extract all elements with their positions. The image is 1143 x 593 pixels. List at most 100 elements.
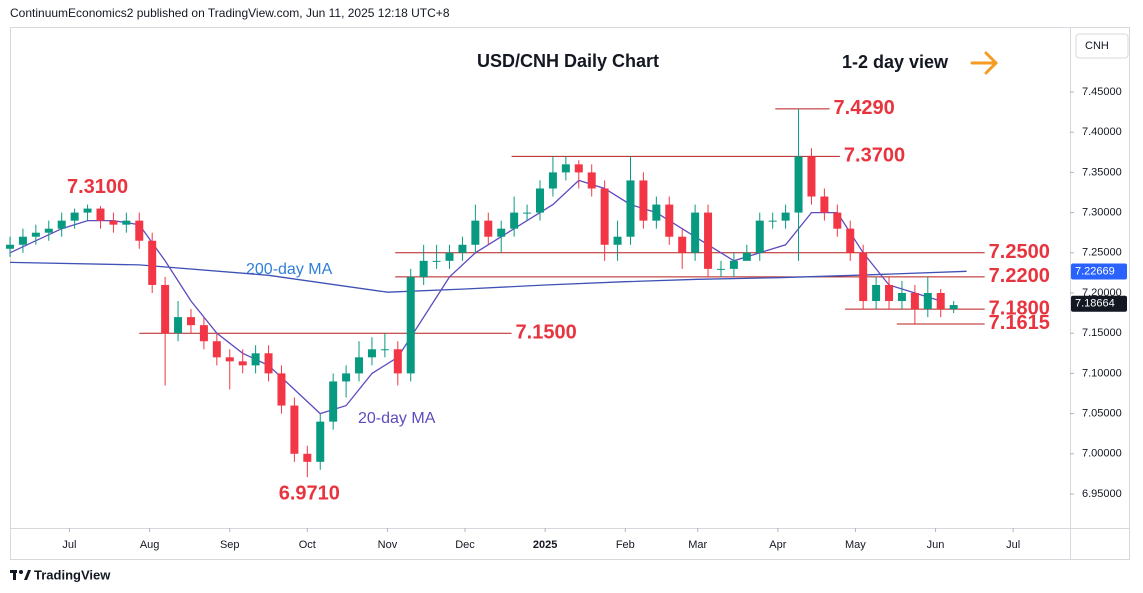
y-tick-label: 7.40000 (1082, 126, 1122, 138)
candle-body (574, 164, 583, 173)
level-label: 7.1615 (989, 312, 1050, 334)
candle-body (355, 357, 364, 374)
currency-box (1075, 33, 1129, 59)
candle-body (704, 212, 713, 269)
candle-body (458, 244, 467, 253)
candle-body (949, 305, 958, 310)
x-tick-label: Apr (769, 539, 786, 551)
candle-body (406, 276, 415, 374)
candle-body (742, 252, 751, 261)
candle-body (251, 353, 260, 366)
candle-body (31, 232, 40, 237)
header: ContinuumEconomics2 published on Trading… (10, 6, 450, 20)
candle-body (445, 252, 454, 261)
candle-body (342, 373, 351, 382)
level-label: 7.3700 (844, 145, 905, 167)
price-tag-label: 7.18664 (1075, 298, 1115, 310)
candle-body (652, 204, 661, 221)
subtitle: 1-2 day view (842, 52, 949, 72)
footer-brand: TradingView (34, 567, 111, 582)
candle-body (199, 325, 208, 342)
y-tick-label: 7.45000 (1082, 86, 1122, 98)
y-tick-label: 7.15000 (1082, 327, 1122, 339)
candle-body (174, 317, 183, 334)
moving-average (9, 179, 941, 415)
candle-body (846, 228, 855, 253)
candle-body (70, 212, 79, 221)
candle-body (536, 188, 544, 213)
candle-body (264, 353, 273, 374)
candle-body (885, 284, 894, 302)
candle-body (678, 236, 687, 253)
candle-body (367, 349, 376, 358)
candle-body (807, 156, 816, 197)
y-tick-label: 6.95000 (1082, 488, 1122, 500)
candle-body (277, 373, 286, 406)
x-tick-label: Jul (62, 539, 76, 551)
x-tick-label: Sep (220, 539, 240, 551)
candle-body (419, 260, 428, 277)
x-tick-label: Jun (927, 539, 945, 551)
y-tick-label: 7.35000 (1082, 166, 1122, 178)
footer-logo (10, 570, 31, 580)
candle-body (109, 220, 118, 225)
candle-body (665, 204, 674, 237)
candle-body (484, 220, 493, 237)
candle-body (626, 180, 635, 237)
candle-body (135, 220, 144, 241)
x-tick-label: 2025 (533, 539, 557, 551)
candle-body (910, 292, 919, 310)
candle-body (716, 268, 725, 270)
chart-title: USD/CNH Daily Chart (477, 51, 659, 71)
candle-body (833, 212, 842, 229)
candle-body (238, 361, 247, 366)
candle-body (44, 228, 53, 233)
candle-body (6, 244, 14, 249)
candle-body (290, 405, 299, 454)
ma20-label: 20-day MA (358, 410, 436, 427)
level-label: 7.1500 (516, 321, 577, 343)
candle-body (936, 292, 945, 310)
level-label: 7.2500 (989, 241, 1050, 263)
candle-body (600, 188, 609, 245)
candle-body (329, 381, 338, 422)
x-tick-label: Dec (455, 539, 475, 551)
candle-body (225, 357, 234, 362)
candle-body (393, 349, 402, 374)
y-tick-label: 7.25000 (1082, 247, 1122, 259)
candle-body (691, 212, 700, 253)
candle-body (781, 212, 790, 221)
candle-body (510, 212, 519, 229)
candle-body (18, 236, 27, 245)
y-tick-label: 7.00000 (1082, 448, 1122, 460)
level-label: 7.3100 (67, 176, 128, 198)
candle-body (794, 156, 803, 213)
x-tick-label: Jul (1006, 539, 1020, 551)
price-tag (1071, 295, 1127, 312)
candle-body (303, 453, 312, 462)
candle-body (432, 260, 441, 262)
moving-average (9, 261, 967, 293)
x-tick-label: Nov (378, 539, 398, 551)
candle-body (471, 220, 480, 245)
candle-body (820, 196, 829, 213)
candle-body (768, 220, 777, 222)
x-tick-label: May (845, 539, 866, 551)
candle-body (755, 220, 764, 253)
candle-body (186, 317, 195, 326)
price-tag (1071, 263, 1127, 280)
candle-body (96, 208, 105, 221)
candle-body (729, 260, 738, 269)
y-tick-label: 7.10000 (1082, 367, 1122, 379)
frame (10, 27, 1130, 560)
candle-body (83, 208, 92, 213)
price-tag-label: 7.22669 (1075, 265, 1115, 277)
candle-body (639, 180, 648, 221)
candle-body (523, 212, 532, 214)
candle-body (161, 284, 170, 334)
x-tick-label: Mar (688, 539, 707, 551)
candle-body (561, 164, 570, 173)
